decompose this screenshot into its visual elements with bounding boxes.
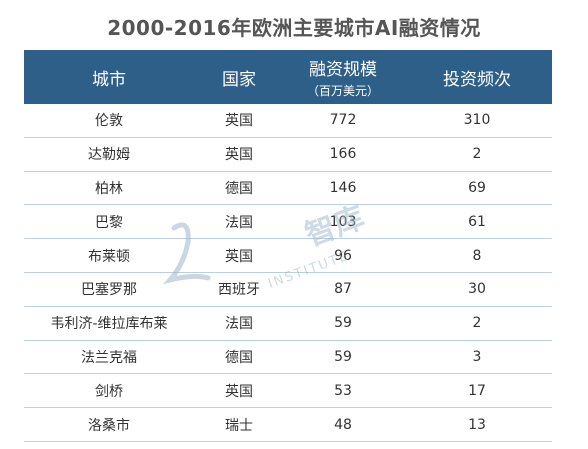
cell-count: 61 xyxy=(468,213,486,230)
cell-funding: 146 xyxy=(329,179,357,196)
cell-city: 韦利济-维拉库布莱 xyxy=(50,316,168,333)
cell-funding: 96 xyxy=(334,247,352,264)
cell-funding: 59 xyxy=(334,348,352,365)
cell-country: 英国 xyxy=(225,147,253,164)
table-row: 法兰克福 德国 59 3 xyxy=(24,341,552,375)
funding-table: 城市 国家 融资规模 （百万美元） 投资频次 伦敦 英国 772 310 达勒姆 英国 16… xyxy=(24,50,552,442)
cell-funding: 87 xyxy=(334,281,352,298)
table-row: 达勒姆 英国 166 2 xyxy=(24,138,552,172)
table-row: 巴黎 法国 103 61 xyxy=(24,205,552,240)
header-count: 投资频次 xyxy=(443,69,511,90)
cell-city: 柏林 xyxy=(95,180,123,197)
cell-country: 英国 xyxy=(225,113,253,130)
cell-funding: 166 xyxy=(329,146,357,163)
cell-count: 2 xyxy=(472,315,482,332)
chart-title: 2000-2016年欧洲主要城市AI融资情况 xyxy=(107,16,481,40)
cell-city: 伦敦 xyxy=(95,113,123,130)
cell-count: 8 xyxy=(472,247,482,264)
table-row: 柏林 德国 146 69 xyxy=(24,172,552,206)
cell-city: 法兰克福 xyxy=(81,349,137,366)
header-city: 城市 xyxy=(92,69,126,90)
table-row: 洛桑市 瑞士 48 13 xyxy=(24,408,552,442)
cell-country: 法国 xyxy=(225,214,253,231)
cell-count: 69 xyxy=(468,179,486,196)
cell-funding: 59 xyxy=(334,315,352,332)
table-row: 剑桥 英国 53 17 xyxy=(24,374,552,409)
cell-city: 布莱顿 xyxy=(88,248,130,265)
cell-funding: 103 xyxy=(329,213,357,230)
cell-city: 巴塞罗那 xyxy=(81,282,137,299)
cell-funding: 53 xyxy=(334,382,352,399)
cell-city: 巴黎 xyxy=(95,214,123,231)
cell-country: 德国 xyxy=(225,349,253,366)
table-row: 伦敦 英国 772 310 xyxy=(24,104,552,138)
cell-count: 3 xyxy=(472,348,482,365)
cell-city: 洛桑市 xyxy=(88,417,130,434)
cell-count: 2 xyxy=(472,146,482,163)
header-funding: 融资规模 （百万美元） xyxy=(284,55,402,99)
header-country: 国家 xyxy=(222,69,256,90)
cell-city: 达勒姆 xyxy=(88,147,130,164)
cell-country: 法国 xyxy=(225,316,253,333)
table-body: 伦敦 英国 772 310 达勒姆 英国 166 2 柏林 德国 146 69 巴黎 法国 103 61 布莱顿… xyxy=(24,104,552,442)
cell-count: 13 xyxy=(468,416,486,433)
header-funding-label: 融资规模 xyxy=(309,60,377,80)
cell-country: 英国 xyxy=(225,248,253,265)
table-header: 城市 国家 融资规模 （百万美元） 投资频次 xyxy=(24,50,552,104)
cell-country: 瑞士 xyxy=(225,417,253,434)
table-row: 巴塞罗那 西班牙 87 30 xyxy=(24,273,552,307)
header-funding-unit: （百万美元） xyxy=(306,84,379,98)
cell-city: 剑桥 xyxy=(95,383,123,400)
cell-country: 西班牙 xyxy=(218,282,260,299)
table-row: 布莱顿 英国 96 8 xyxy=(24,239,552,273)
cell-count: 17 xyxy=(468,382,486,399)
cell-funding: 48 xyxy=(334,416,352,433)
cell-funding: 772 xyxy=(329,112,357,129)
cell-count: 310 xyxy=(463,112,491,129)
cell-country: 德国 xyxy=(225,180,253,197)
table-row: 韦利济-维拉库布莱 法国 59 2 xyxy=(24,307,552,341)
cell-country: 英国 xyxy=(225,383,253,400)
cell-count: 30 xyxy=(468,281,486,298)
